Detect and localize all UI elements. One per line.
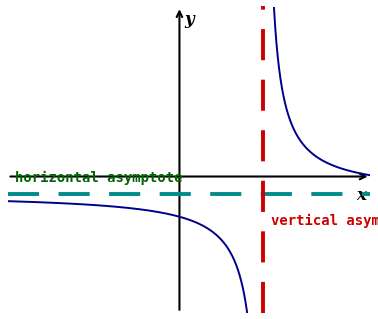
Text: vertical asymptote: vertical asymptote (271, 214, 378, 228)
Text: x: x (357, 187, 367, 204)
Text: horizontal asymptote: horizontal asymptote (15, 171, 183, 185)
Text: y: y (184, 11, 194, 28)
